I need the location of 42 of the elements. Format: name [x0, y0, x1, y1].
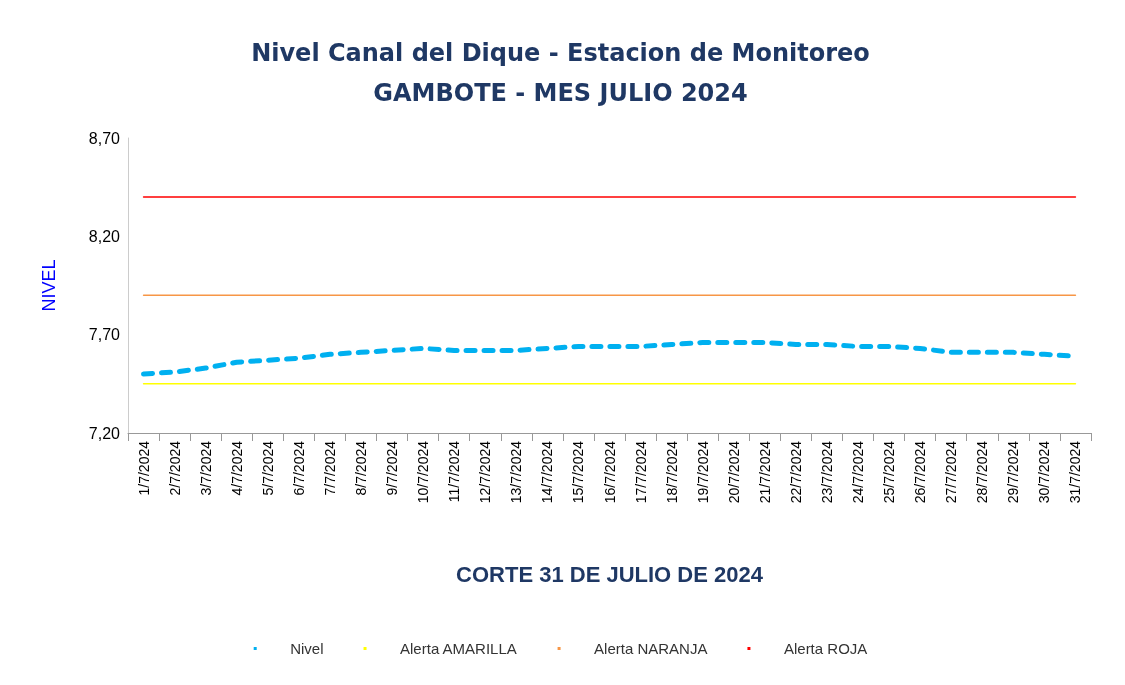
x-tick-label: 23/7/2024: [818, 440, 835, 504]
legend-label: Alerta AMARILLA: [400, 640, 517, 657]
x-tick-label: 17/7/2024: [632, 440, 649, 504]
x-tick-label: 19/7/2024: [694, 440, 711, 504]
x-tick-label: 20/7/2024: [725, 440, 742, 504]
legend-label: Alerta ROJA: [783, 640, 868, 657]
x-tick-label: 27/7/2024: [943, 440, 960, 504]
x-tick-label: 8/7/2024: [352, 440, 369, 496]
x-tick-label: 14/7/2024: [539, 440, 556, 504]
x-tick-label: 5/7/2024: [259, 440, 276, 496]
x-tick-label: 21/7/2024: [756, 440, 773, 504]
legend-label: Alerta NARANJA: [594, 640, 708, 657]
x-tick-label: 7/7/2024: [321, 440, 338, 496]
y-tick-label: 7,70: [88, 326, 121, 344]
x-tick-label: 10/7/2024: [415, 440, 432, 504]
x-tick-label: 15/7/2024: [570, 440, 587, 504]
y-tick-label: 8,70: [88, 129, 121, 147]
legend-label: Nivel: [290, 640, 324, 657]
x-tick-label: 18/7/2024: [663, 440, 680, 504]
x-tick-label: 24/7/2024: [850, 440, 867, 504]
x-tick-label: 4/7/2024: [228, 440, 245, 496]
y-tick-label: 7,20: [88, 424, 121, 442]
x-tick-label: 13/7/2024: [508, 440, 525, 504]
x-tick-label: 11/7/2024: [446, 440, 463, 503]
x-tick-label: 29/7/2024: [1005, 440, 1022, 504]
x-tick-label: 3/7/2024: [197, 440, 214, 496]
x-tick-label: 31/7/2024: [1067, 440, 1084, 504]
x-tick-label: 30/7/2024: [1036, 440, 1053, 504]
x-tick-label: 6/7/2024: [290, 440, 307, 496]
x-tick-label: 22/7/2024: [787, 440, 804, 504]
x-tick-label: 25/7/2024: [881, 440, 898, 504]
x-tick-label: 1/7/2024: [135, 440, 152, 496]
x-tick-label: 28/7/2024: [974, 440, 991, 504]
x-tick-label: 26/7/2024: [912, 440, 929, 504]
x-axis-title: CORTE 31 DE JULIO DE 2024: [456, 561, 764, 587]
y-axis-title: NIVEL: [39, 259, 59, 312]
x-tick-label: 12/7/2024: [477, 440, 494, 504]
x-tick-label: 2/7/2024: [166, 440, 183, 496]
y-tick-label: 8,20: [88, 227, 121, 245]
x-tick-label: 16/7/2024: [601, 440, 618, 504]
chart-title: Nivel Canal del Dique - Estacion de Monitoreo GAMBOTE - MES JULIO 2024: [251, 39, 870, 107]
x-tick-label: 9/7/2024: [384, 440, 401, 496]
